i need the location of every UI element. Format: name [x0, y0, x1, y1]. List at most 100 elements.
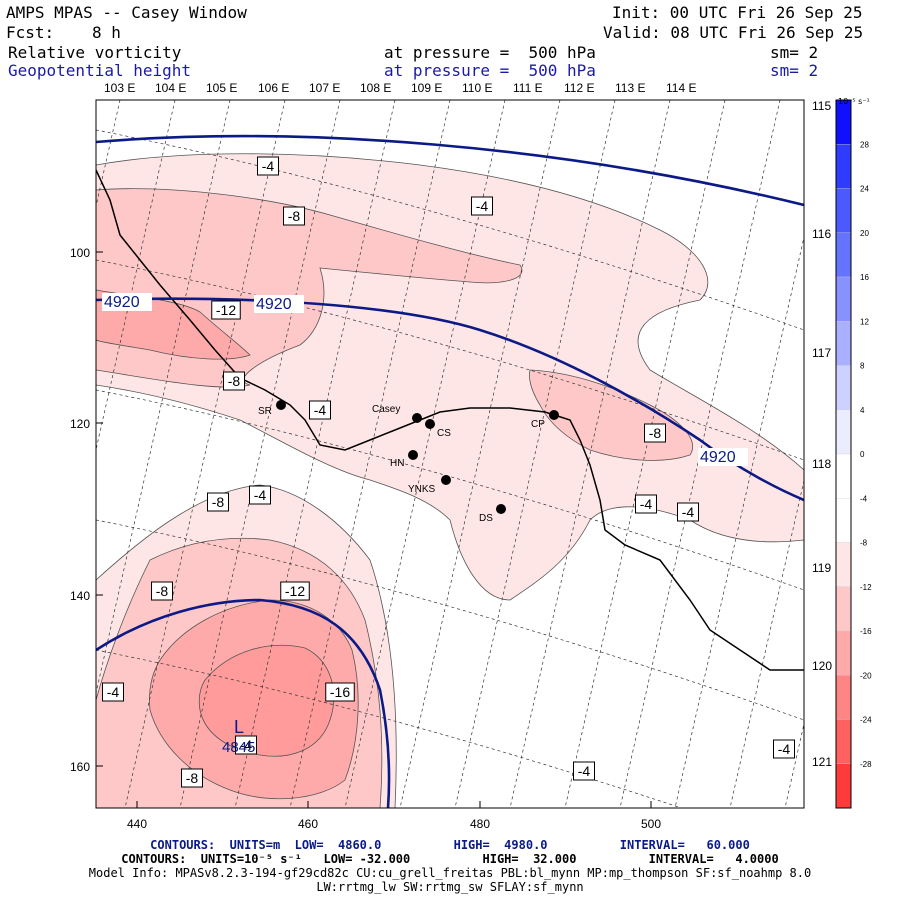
svg-text:4920: 4920: [104, 294, 140, 311]
top-lon-label: 108 E: [360, 81, 391, 95]
svg-text:-12: -12: [216, 302, 236, 318]
svg-text:-8: -8: [186, 770, 199, 786]
svg-text:YNKS: YNKS: [408, 484, 436, 495]
left-y-label: 140: [70, 589, 90, 603]
colorbar-unit: 10⁻⁵ s⁻¹: [838, 97, 870, 106]
colorbar-swatch: [835, 675, 852, 720]
height-contour-north: [96, 134, 804, 207]
footer-model-info-2: LW:rrtmg_lw SW:rrtmg_sw SFLAY:sf_mynn: [316, 880, 584, 894]
svg-text:DS: DS: [479, 513, 493, 524]
colorbar-label: 24: [860, 185, 869, 194]
field1-level: at pressure = 500 hPa: [384, 43, 596, 62]
svg-text:-4: -4: [778, 741, 791, 757]
right-lon-label: 116 E: [812, 227, 842, 241]
station-hn: HN: [390, 450, 418, 469]
colorbar: 28 24 20 16 12 8 4 0 -4 -8 -12 -16 -20 -24 -28: [835, 99, 872, 809]
vorticity-label: -4: [773, 739, 795, 759]
colorbar-swatch: [835, 365, 852, 410]
colorbar-label: 28: [860, 140, 869, 149]
init-time: Init: 00 UTC Fri 26 Sep 25: [612, 3, 863, 22]
footer-height-contours: CONTOURS: UNITS=m LOW= 4860.0 HIGH= 4980…: [150, 838, 750, 852]
svg-text:Casey: Casey: [372, 404, 400, 415]
vorticity-label: -4: [257, 156, 279, 176]
station-ynks: YNKS: [408, 475, 451, 495]
right-lon-label: 117 E: [812, 346, 842, 360]
colorbar-label: -12: [860, 583, 872, 592]
field1-smoothing: sm= 2: [770, 43, 819, 62]
right-lon-label: 119 E: [812, 561, 842, 575]
svg-text:-4: -4: [476, 198, 489, 214]
field2-smoothing: sm= 2: [770, 61, 819, 80]
colorbar-swatch: [835, 144, 852, 189]
right-lon-label: 118 E: [812, 457, 842, 471]
vorticity-shading: [96, 153, 804, 808]
left-y-label: 160: [70, 760, 90, 774]
vorticity-label: -4: [677, 502, 699, 522]
field2-level: at pressure = 500 hPa: [384, 61, 596, 80]
svg-text:-4: -4: [262, 158, 275, 174]
vorticity-label: -12: [280, 581, 310, 601]
bottom-x-label: 500: [641, 817, 661, 831]
colorbar-swatch: [835, 188, 852, 233]
svg-text:-4: -4: [682, 504, 695, 520]
svg-text:-4: -4: [640, 496, 653, 512]
vorticity-label: -4: [309, 400, 331, 420]
colorbar-label: -8: [860, 539, 868, 548]
low-value: 4845: [222, 739, 255, 756]
colorbar-label: 12: [860, 317, 869, 326]
svg-text:-8: -8: [228, 373, 241, 389]
colorbar-label: -20: [860, 671, 872, 680]
colorbar-label: 8: [860, 362, 865, 371]
forecast-label: Fcst:: [6, 23, 55, 42]
top-lon-label: 104 E: [155, 81, 186, 95]
colorbar-swatch: [835, 232, 852, 278]
colorbar-swatch: [835, 99, 852, 145]
vorticity-label: -8: [223, 371, 245, 391]
vorticity-label: -4: [249, 485, 271, 505]
vorticity-label: -8: [283, 206, 305, 226]
svg-text:4920: 4920: [700, 449, 736, 466]
colorbar-label: -24: [860, 716, 872, 725]
svg-text:-4: -4: [578, 763, 591, 779]
svg-text:-4: -4: [107, 684, 120, 700]
colorbar-label: -28: [860, 760, 872, 769]
svg-text:-16: -16: [330, 684, 350, 700]
height-contour-low: [96, 598, 391, 808]
colorbar-swatch: [835, 586, 852, 632]
vorticity-label: -4: [102, 682, 124, 702]
colorbar-swatch: [835, 719, 852, 764]
svg-text:-4: -4: [254, 487, 267, 503]
bottom-x-label: 460: [298, 817, 318, 831]
station-cp: CP: [531, 410, 559, 430]
top-lon-label: 110 E: [462, 81, 492, 95]
bottom-x-label: 480: [470, 817, 490, 831]
plot-title: AMPS MPAS -- Casey Window: [6, 3, 247, 22]
forecast-hour: 8 h: [92, 23, 121, 42]
height-label: 4920: [102, 293, 152, 311]
vorticity-label: -16: [325, 682, 355, 702]
top-lon-label: 114 E: [666, 81, 696, 95]
top-lon-label: 111 E: [513, 81, 543, 95]
vorticity-label: -8: [207, 492, 229, 512]
colorbar-swatch: [835, 630, 852, 676]
footer-vorticity-contours: CONTOURS: UNITS=10⁻⁵ s⁻¹ LOW= -32.000 HI…: [121, 852, 779, 866]
left-y-label: 120: [70, 417, 90, 431]
height-label: 4920: [254, 295, 304, 313]
field1-name: Relative vorticity: [8, 43, 182, 62]
svg-text:HN: HN: [390, 458, 404, 469]
vorticity-contour-labels: -4 -8 -4 -12 -8 -4 -8 -8 -4 -4 -4 -8 -12 -16 -4 -8 -4 -4 -…: [102, 156, 795, 788]
height-label: 4920: [698, 448, 748, 466]
vorticity-label: -8: [181, 768, 203, 788]
colorbar-swatch: [835, 276, 852, 322]
svg-text:4920: 4920: [256, 296, 292, 313]
top-lon-label: 107 E: [309, 81, 340, 95]
top-lon-label: 106 E: [258, 81, 289, 95]
colorbar-label: 16: [860, 273, 869, 282]
svg-text:-8: -8: [156, 583, 169, 599]
footer-model-info: Model Info: MPASv8.2.3-194-gf29cd82c CU:…: [88, 866, 812, 880]
low-letter: L: [234, 717, 244, 737]
colorbar-swatch: [835, 498, 852, 543]
colorbar-label: -16: [860, 627, 872, 636]
vorticity-label: -4: [635, 494, 657, 514]
